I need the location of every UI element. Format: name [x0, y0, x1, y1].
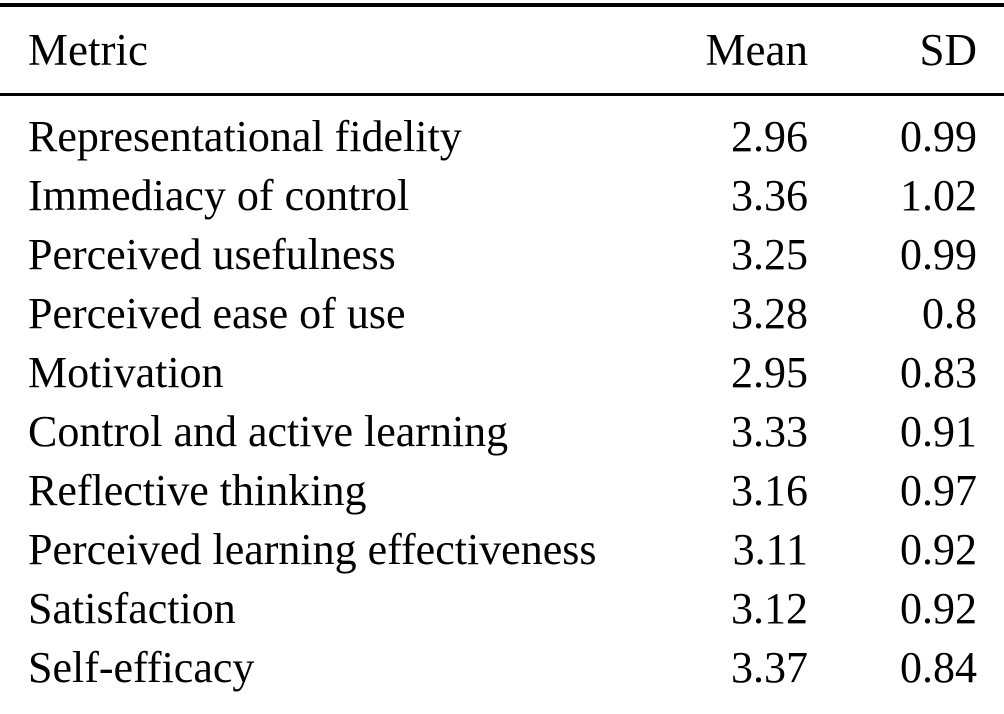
- column-header-metric: Metric: [0, 5, 657, 96]
- metric-cell: Reflective thinking: [28, 466, 367, 515]
- table-row: Perceived learning effectiveness 3.11 0.…: [0, 520, 1004, 579]
- mean-cell: 3.36: [731, 171, 808, 220]
- sd-cell: 1.02: [900, 171, 977, 220]
- sd-cell: 0.92: [900, 525, 977, 574]
- metric-cell: Perceived ease of use: [28, 289, 406, 338]
- table-row: Immediacy of control 3.36 1.02: [0, 166, 1004, 225]
- metric-cell: Satisfaction: [28, 584, 236, 633]
- table-row: Control and active learning 3.33 0.91: [0, 402, 1004, 461]
- metric-cell: Self-efficacy: [28, 643, 255, 692]
- mean-cell: 3.25: [731, 230, 808, 279]
- mean-cell: 3.11: [732, 525, 808, 574]
- mean-cell: 3.16: [731, 466, 808, 515]
- table-row: Satisfaction 3.12 0.92: [0, 579, 1004, 638]
- table-row: Self-efficacy 3.37 0.84: [0, 638, 1004, 714]
- mean-cell: 2.95: [731, 348, 808, 397]
- sd-cell: 0.83: [900, 348, 977, 397]
- metrics-stats-table: Metric Mean SD Representational fidelity…: [0, 3, 1004, 714]
- metric-cell: Perceived learning effectiveness: [28, 525, 597, 574]
- mean-cell: 3.28: [731, 289, 808, 338]
- sd-cell: 0.97: [900, 466, 977, 515]
- metric-cell: Representational fidelity: [28, 112, 462, 161]
- metric-cell: Motivation: [28, 348, 224, 397]
- mean-cell: 3.33: [731, 407, 808, 456]
- table-header: Metric Mean SD: [0, 5, 1004, 96]
- column-header-mean: Mean: [657, 5, 809, 96]
- header-row: Metric Mean SD: [0, 5, 1004, 96]
- table-row: Representational fidelity 2.96 0.99: [0, 95, 1004, 167]
- sd-cell: 0.92: [900, 584, 977, 633]
- table-row: Perceived usefulness 3.25 0.99: [0, 225, 1004, 284]
- mean-cell: 3.37: [731, 643, 808, 692]
- mean-cell: 3.12: [731, 584, 808, 633]
- metric-cell: Control and active learning: [28, 407, 509, 456]
- table-body: Representational fidelity 2.96 0.99 Imme…: [0, 95, 1004, 714]
- column-header-sd: SD: [809, 5, 1004, 96]
- sd-cell: 0.8: [922, 289, 977, 338]
- table-row: Motivation 2.95 0.83: [0, 343, 1004, 402]
- mean-cell: 2.96: [731, 112, 808, 161]
- metric-cell: Immediacy of control: [28, 171, 410, 220]
- table-row: Reflective thinking 3.16 0.97: [0, 461, 1004, 520]
- metric-cell: Perceived usefulness: [28, 230, 396, 279]
- table-row: Perceived ease of use 3.28 0.8: [0, 284, 1004, 343]
- sd-cell: 0.99: [900, 230, 977, 279]
- sd-cell: 0.99: [900, 112, 977, 161]
- sd-cell: 0.84: [900, 643, 977, 692]
- sd-cell: 0.91: [900, 407, 977, 456]
